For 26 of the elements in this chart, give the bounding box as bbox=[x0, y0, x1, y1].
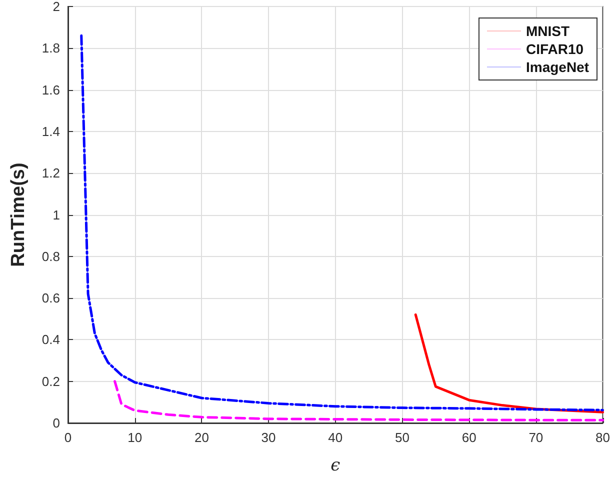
y-tick-label: 1.4 bbox=[42, 124, 60, 139]
y-tick-label: 0.2 bbox=[42, 374, 60, 389]
y-tick-label: 1.6 bbox=[42, 82, 60, 98]
x-tick-label: 40 bbox=[328, 430, 343, 445]
legend-label: CIFAR10 bbox=[526, 41, 584, 57]
x-tick-label: 60 bbox=[462, 430, 476, 445]
y-axis-title: RunTime(s) bbox=[8, 162, 29, 267]
y-tick-label: 0 bbox=[52, 416, 60, 430]
x-tick-label: 20 bbox=[194, 430, 209, 445]
line-series bbox=[114, 380, 604, 422]
y-tick-label: 1 bbox=[52, 207, 60, 222]
x-tick-label: 50 bbox=[394, 430, 410, 445]
y-tick-label: 0.6 bbox=[42, 290, 60, 306]
legend-label: MNIST bbox=[526, 23, 570, 39]
y-tick-label: 1.8 bbox=[42, 40, 60, 56]
x-tick-label: 0 bbox=[64, 430, 72, 445]
x-axis-title: ϵ bbox=[330, 456, 341, 476]
legend-label: ImageNet bbox=[526, 59, 590, 75]
x-tick-label: 10 bbox=[128, 430, 142, 445]
y-tick-label: 0.8 bbox=[42, 248, 60, 264]
y-tick-label: 1.2 bbox=[42, 166, 60, 181]
x-tick-label: 80 bbox=[596, 430, 610, 445]
y-tick-label: 0.4 bbox=[42, 332, 60, 348]
x-tick-label: 30 bbox=[261, 430, 276, 445]
y-tick-label: 2 bbox=[52, 0, 60, 14]
x-tick-label: 70 bbox=[528, 430, 544, 445]
